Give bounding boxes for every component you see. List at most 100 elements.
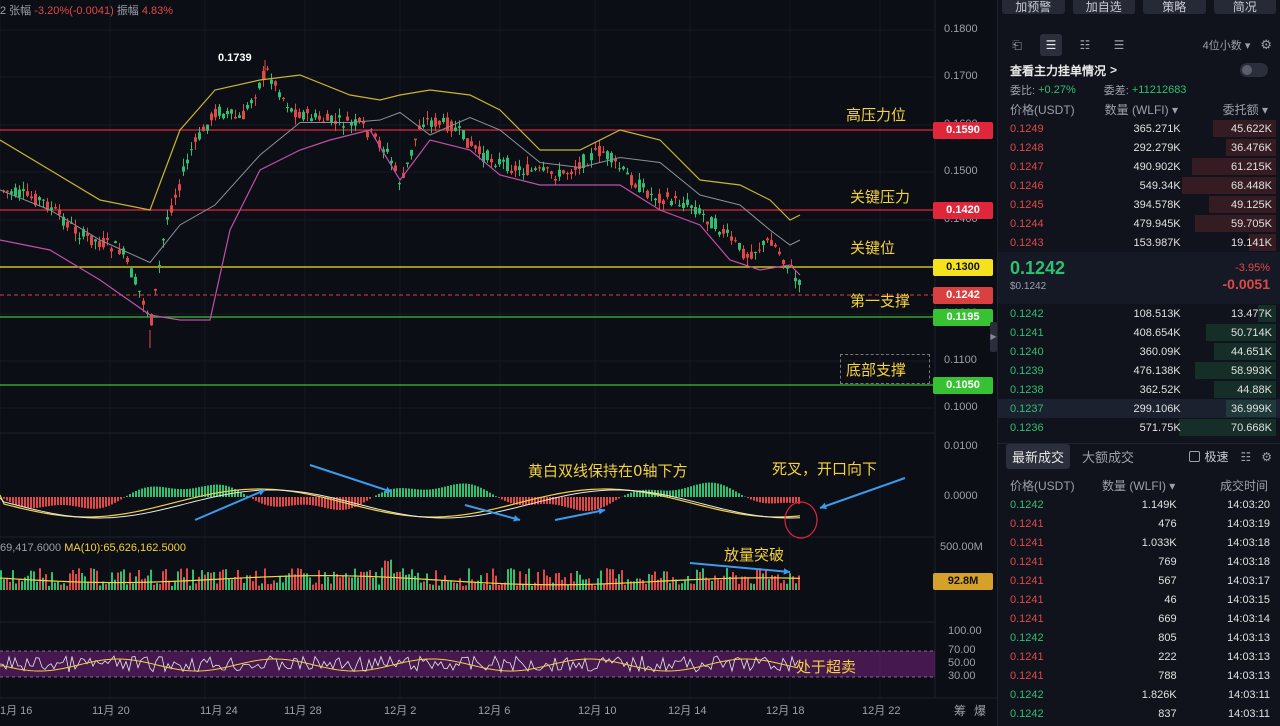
order-price: 0.1247 [1010, 160, 1044, 173]
ask-row[interactable]: 0.1244 479.945K 59.705K [998, 214, 1280, 233]
trade-time: 14:03:20 [1227, 498, 1270, 511]
chart-area[interactable]: 2 张幅 -3.20%(-0.0041) 振幅 4.83% 0.1739 0.1… [0, 0, 997, 726]
panel-collapse-handle[interactable]: ▶ [990, 322, 997, 352]
price-axis-label: 0.1100 [944, 354, 977, 366]
trade-row: 0.1241 476 14:03:19 [998, 514, 1280, 533]
orderbook-bids-icon[interactable]: ☷ [1079, 38, 1091, 52]
trade-row: 0.1241 1.033K 14:03:18 [998, 533, 1280, 552]
bid-row[interactable]: 0.1241 408.654K 50.714K [998, 323, 1280, 342]
fast-mode-checkbox[interactable]: 极速 [1189, 448, 1228, 465]
order-total: 50.714K [1231, 326, 1272, 339]
trade-price: 0.1241 [1010, 555, 1044, 568]
price-level-tag: 0.1300 [933, 259, 993, 276]
order-qty: 365.271K [1133, 122, 1181, 135]
order-qty: 108.513K [1133, 307, 1181, 320]
decimals-select[interactable]: 4位小数 ▾ [1202, 40, 1251, 52]
depth-bar [1195, 362, 1276, 379]
ask-row[interactable]: 0.1245 394.578K 49.125K [998, 195, 1280, 214]
liquidation-button[interactable]: 爆 [974, 704, 987, 718]
peak-price-label: 0.1739 [218, 52, 252, 64]
trade-time: 14:03:13 [1227, 669, 1270, 682]
ask-row[interactable]: 0.1247 490.902K 61.215K [998, 157, 1280, 176]
view-main-orders-row[interactable]: 查看主力挂单情况 > [998, 59, 1280, 81]
bid-row[interactable]: 0.1238 362.52K 44.88K [998, 380, 1280, 399]
bid-row[interactable]: 0.1242 108.513K 13.477K [998, 304, 1280, 323]
date-axis-label: 12月 10 [578, 705, 617, 717]
order-total: 45.622K [1231, 122, 1272, 135]
price-level-tag: 0.1590 [933, 122, 993, 139]
sort-icon[interactable]: ☷ [1240, 449, 1252, 464]
orderbook-both-icon[interactable]: ⎗ [1012, 38, 1022, 52]
orderbook-panel: 加预警 加自选 策略 简况 ⎗ ☰ ☷ ☰ 4位小数 ▾ ⚙ 查看主力挂单情况 … [997, 0, 1280, 726]
main-orders-toggle[interactable] [1240, 63, 1268, 77]
trade-price: 0.1241 [1010, 574, 1044, 587]
depth-bar [1226, 139, 1276, 156]
order-total: 19.141K [1231, 236, 1272, 249]
volume-indicator-info: 69,417.6000 MA(10):65,626,162.5000 [0, 542, 186, 554]
trade-row: 0.1242 1.826K 14:03:11 [998, 685, 1280, 704]
order-total: 49.125K [1231, 198, 1272, 211]
last-price-change: -0.0051 [1222, 276, 1270, 292]
strategy-button[interactable]: 策略 [1143, 0, 1206, 14]
add-alert-button[interactable]: 加预警 [1002, 0, 1065, 14]
order-price: 0.1249 [1010, 122, 1044, 135]
bid-row[interactable]: 0.1239 476.138K 58.993K [998, 361, 1280, 380]
depth-bar [1209, 196, 1276, 213]
depth-bar [1214, 381, 1276, 398]
order-qty: 549.34K [1139, 179, 1181, 192]
top-buttons: 加预警 加自选 策略 简况 [998, 0, 1280, 17]
order-qty: 571.75K [1139, 421, 1181, 434]
orderbook-header: 价格(USDT) 数量 (WLFI) ▾ 委托额 ▾ [1010, 102, 1268, 117]
rsi-axis-label: 70.00 [948, 644, 976, 656]
overview-button[interactable]: 简况 [1213, 0, 1276, 14]
annotation-key-resistance: 关键压力 [850, 188, 911, 206]
order-total: 68.448K [1231, 179, 1272, 192]
price-level-tag: 0.1420 [933, 202, 993, 219]
depth-bar [1182, 177, 1276, 194]
ask-row[interactable]: 0.1248 292.279K 36.476K [998, 138, 1280, 157]
gear-icon[interactable]: ⚙ [1260, 37, 1272, 52]
order-price: 0.1236 [1010, 421, 1044, 434]
settings-icon[interactable]: ⚙ [1261, 449, 1272, 464]
trade-price: 0.1242 [1010, 498, 1044, 511]
date-axis-label: 11月 20 [92, 705, 130, 717]
order-qty: 299.106K [1133, 402, 1181, 415]
trade-price: 0.1241 [1010, 650, 1044, 663]
order-price: 0.1238 [1010, 383, 1044, 396]
trade-qty: 567 [1158, 574, 1177, 587]
trade-time: 14:03:11 [1227, 707, 1270, 720]
order-price: 0.1239 [1010, 364, 1044, 377]
depth-bar [1214, 343, 1276, 360]
macd-axis-label: 0.0000 [944, 490, 978, 502]
add-watchlist-button[interactable]: 加自选 [1072, 0, 1135, 14]
date-axis-label: 11月 24 [200, 705, 238, 717]
trade-qty: 769 [1158, 555, 1177, 568]
order-total: 44.651K [1231, 345, 1272, 358]
tab-large-trades[interactable]: 大额成交 [1082, 450, 1135, 465]
annotation-high-resistance: 高压力位 [846, 106, 907, 124]
ask-row[interactable]: 0.1243 153.987K 19.141K [998, 233, 1280, 252]
tab-latest-trades[interactable]: 最新成交 [1006, 444, 1071, 469]
annotation-oversold: 处于超卖 [796, 658, 857, 676]
bid-row[interactable]: 0.1240 360.09K 44.651K [998, 342, 1280, 361]
order-price: 0.1242 [1010, 307, 1044, 320]
order-total: 36.476K [1231, 141, 1272, 154]
annotation-bottom-support: 底部支撑 [846, 361, 907, 379]
order-total: 61.215K [1231, 160, 1272, 173]
bid-row[interactable]: 0.1237 299.106K 36.999K [998, 399, 1280, 418]
orderbook-split-icon[interactable]: ☰ [1040, 34, 1062, 56]
order-total: 59.705K [1231, 217, 1272, 230]
order-qty: 476.138K [1133, 364, 1181, 377]
price-axis-label: 0.1700 [944, 70, 978, 82]
depth-bar [1213, 120, 1276, 137]
trade-row: 0.1242 805 14:03:13 [998, 628, 1280, 647]
order-total: 13.477K [1231, 307, 1272, 320]
orderbook-asks-icon[interactable]: ☰ [1113, 38, 1125, 52]
ask-row[interactable]: 0.1246 549.34K 68.448K [998, 176, 1280, 195]
depth-bar [1206, 324, 1276, 341]
trade-row: 0.1241 46 14:03:15 [998, 590, 1280, 609]
depth-bar [1226, 400, 1276, 417]
ask-row[interactable]: 0.1249 365.271K 45.622K [998, 119, 1280, 138]
chip-distribution-button[interactable]: 筹 [954, 704, 967, 718]
bid-row[interactable]: 0.1236 571.75K 70.668K [998, 418, 1280, 437]
